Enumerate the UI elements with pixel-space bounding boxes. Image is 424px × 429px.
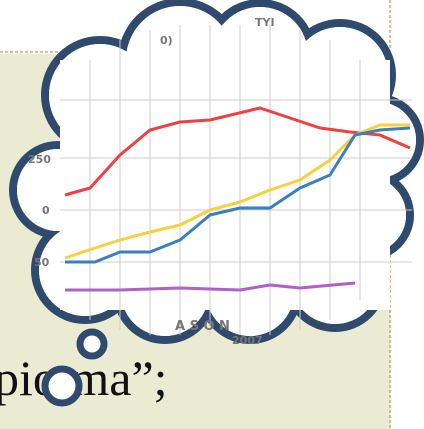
cloud-fill	[17, 6, 416, 336]
image-y-label: 250	[28, 153, 51, 166]
image-x-label: 2007	[232, 334, 263, 347]
image-fragment: 0)	[160, 34, 173, 47]
thought-bubble	[76, 328, 108, 360]
image-x-label: A S O N	[175, 319, 230, 334]
slide-text: pio ma”;	[0, 350, 168, 406]
image-y-label: 50	[34, 256, 50, 269]
thought-bubble	[41, 365, 83, 407]
image-lines	[64, 106, 411, 292]
image-fragment: TYI	[255, 16, 275, 29]
image-grid	[60, 25, 412, 335]
image-y-label: 0	[42, 204, 50, 217]
